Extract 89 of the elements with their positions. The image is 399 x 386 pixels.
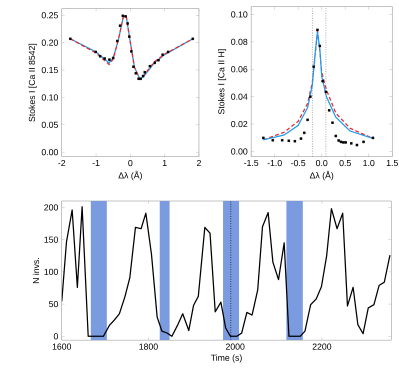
point	[321, 80, 324, 83]
point	[356, 144, 358, 147]
point	[144, 71, 146, 74]
x-tick-label: 2	[196, 160, 201, 166]
point	[98, 55, 102, 58]
point	[303, 132, 306, 134]
point	[312, 66, 315, 68]
point	[112, 56, 114, 60]
point	[272, 139, 274, 142]
point	[340, 140, 342, 144]
y-tick-label: 0.20	[42, 40, 58, 46]
point	[134, 72, 138, 75]
point	[344, 141, 347, 144]
point	[126, 22, 129, 25]
y-tick-label: 200	[44, 204, 58, 211]
point	[69, 38, 72, 40]
y-tick-label: 0.10	[42, 94, 58, 101]
y-tick-label: 0.10	[231, 12, 248, 18]
x-tick-label: 1.0	[363, 160, 374, 166]
point	[192, 38, 194, 40]
point	[94, 50, 97, 54]
x-tick-label: -1.5	[244, 160, 258, 166]
point	[306, 118, 309, 122]
x-tick-label: -2	[58, 160, 66, 166]
x-tick-label: 0.0	[316, 160, 328, 166]
y-tick-label: 0.05	[42, 122, 58, 128]
x-axis-title: Δλ (Å)	[118, 171, 142, 180]
y-tick-label: 0.06	[231, 66, 248, 73]
y-axis-title: N invs.	[32, 258, 40, 284]
point	[262, 136, 265, 140]
x-axis-title: Time (s)	[210, 354, 242, 363]
point	[318, 44, 322, 48]
point	[350, 142, 353, 145]
y-tick-label: 0.08	[231, 38, 248, 46]
point	[157, 59, 160, 62]
y-tick-label: 0.02	[231, 121, 248, 128]
point	[166, 50, 170, 54]
point	[132, 66, 135, 68]
x-tick-label: 0.5	[339, 160, 351, 166]
point	[337, 139, 340, 142]
x-tick-label: 1	[162, 160, 167, 166]
x-axis-title: Δλ (Å)	[310, 171, 334, 180]
point	[331, 122, 334, 124]
y-tick-label: 50	[49, 301, 58, 308]
x-tick-label: 1600	[52, 344, 72, 350]
point	[116, 40, 119, 42]
y-tick-label: 100	[44, 268, 58, 276]
point	[130, 50, 133, 53]
x-tick-label: 1.5	[386, 160, 398, 166]
x-tick-label: 2200	[312, 344, 332, 350]
x-tick-label: 1800	[139, 344, 158, 350]
point	[122, 14, 124, 18]
y-tick-label: 0.00	[42, 149, 58, 156]
point	[309, 96, 312, 98]
point	[108, 58, 111, 62]
point	[328, 109, 330, 112]
point	[137, 78, 140, 80]
point	[362, 140, 365, 144]
point	[148, 65, 152, 68]
point	[334, 134, 338, 138]
y-tick-label: 0	[54, 333, 58, 340]
point	[280, 139, 284, 142]
point	[153, 62, 156, 64]
y-axis-title: Stokes I [Ca II 8542]	[28, 44, 37, 122]
y-axis-title: Stokes I [Ca II H]	[218, 50, 226, 114]
point	[139, 78, 142, 80]
x-tick-label: -0.5	[291, 160, 306, 166]
point	[161, 54, 164, 56]
point	[118, 24, 122, 28]
y-tick-label: 0.00	[231, 148, 248, 155]
point	[342, 141, 345, 144]
point	[316, 28, 319, 32]
point	[324, 90, 328, 94]
point	[103, 57, 106, 60]
x-tick-label: -1.0	[268, 160, 282, 166]
y-tick-label: 150	[44, 236, 58, 243]
y-tick-label: 0.25	[42, 12, 58, 19]
x-tick-label: 2000	[226, 344, 245, 350]
y-tick-label: 0.04	[231, 94, 248, 100]
point	[294, 140, 296, 143]
point	[288, 140, 290, 142]
point	[372, 136, 374, 140]
point	[300, 138, 302, 140]
x-tick-label: -1	[92, 160, 100, 166]
point	[128, 36, 131, 38]
x-tick-label: 0	[128, 160, 132, 166]
point	[124, 15, 127, 18]
point	[142, 75, 144, 78]
y-tick-label: 0.15	[42, 67, 58, 74]
